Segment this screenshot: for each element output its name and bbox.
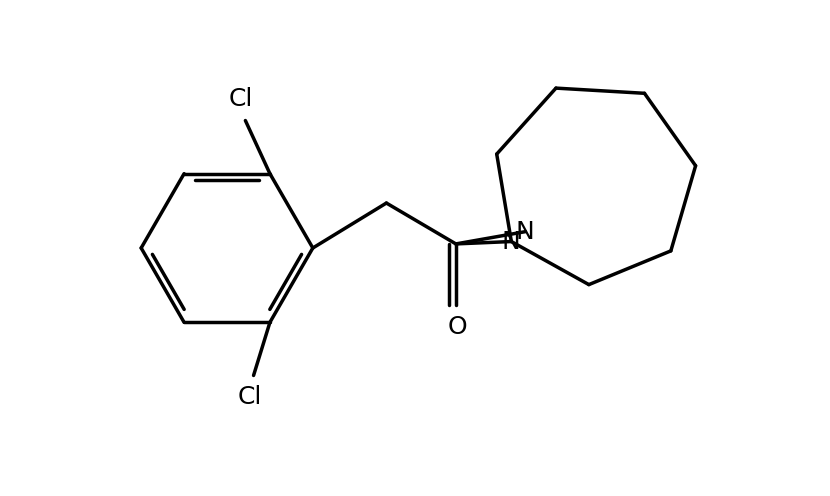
Text: Cl: Cl <box>229 87 253 111</box>
Text: O: O <box>447 315 467 339</box>
Text: N: N <box>502 230 520 253</box>
Text: N: N <box>516 220 535 244</box>
Text: Cl: Cl <box>237 385 261 409</box>
